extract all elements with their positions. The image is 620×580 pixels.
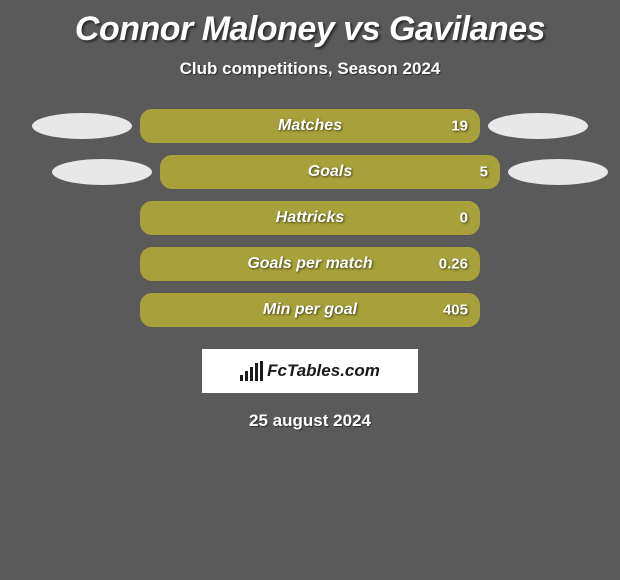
right-ellipse bbox=[488, 205, 588, 231]
stat-label: Goals bbox=[308, 163, 352, 181]
stat-label: Goals per match bbox=[247, 255, 372, 273]
logo-bars-icon bbox=[240, 361, 263, 381]
left-ellipse bbox=[32, 113, 132, 139]
stat-row: Goals per match 0.26 bbox=[10, 247, 610, 281]
right-ellipse bbox=[488, 251, 588, 277]
bar-wrap: Hattricks 0 bbox=[140, 201, 480, 235]
date-text: 25 august 2024 bbox=[0, 411, 620, 431]
left-ellipse bbox=[32, 251, 132, 277]
left-ellipse bbox=[32, 297, 132, 323]
stat-value: 19 bbox=[451, 118, 468, 135]
bar-wrap: Goals per match 0.26 bbox=[140, 247, 480, 281]
subtitle: Club competitions, Season 2024 bbox=[0, 59, 620, 79]
stat-label: Min per goal bbox=[263, 301, 357, 319]
stat-row: Hattricks 0 bbox=[10, 201, 610, 235]
right-ellipse bbox=[488, 113, 588, 139]
stat-label: Matches bbox=[278, 117, 342, 135]
right-ellipse bbox=[488, 297, 588, 323]
stat-row: Min per goal 405 bbox=[10, 293, 610, 327]
bar-wrap: Matches 19 bbox=[140, 109, 480, 143]
chart-area: Matches 19 Goals 5 Hattricks 0 Goals per match… bbox=[0, 109, 620, 327]
left-ellipse bbox=[52, 159, 152, 185]
stat-row: Goals 5 bbox=[10, 155, 610, 189]
stat-value: 0.26 bbox=[439, 256, 468, 273]
stat-value: 405 bbox=[443, 302, 468, 319]
infographic-container: Connor Maloney vs Gavilanes Club competi… bbox=[0, 0, 620, 431]
stat-label: Hattricks bbox=[276, 209, 344, 227]
logo-box: FcTables.com bbox=[202, 349, 418, 393]
bar-wrap: Goals 5 bbox=[160, 155, 500, 189]
logo-text: FcTables.com bbox=[267, 361, 380, 381]
stat-row: Matches 19 bbox=[10, 109, 610, 143]
stat-value: 5 bbox=[480, 164, 488, 181]
stat-value: 0 bbox=[460, 210, 468, 227]
title: Connor Maloney vs Gavilanes bbox=[0, 10, 620, 49]
right-ellipse bbox=[508, 159, 608, 185]
left-ellipse bbox=[32, 205, 132, 231]
bar-wrap: Min per goal 405 bbox=[140, 293, 480, 327]
